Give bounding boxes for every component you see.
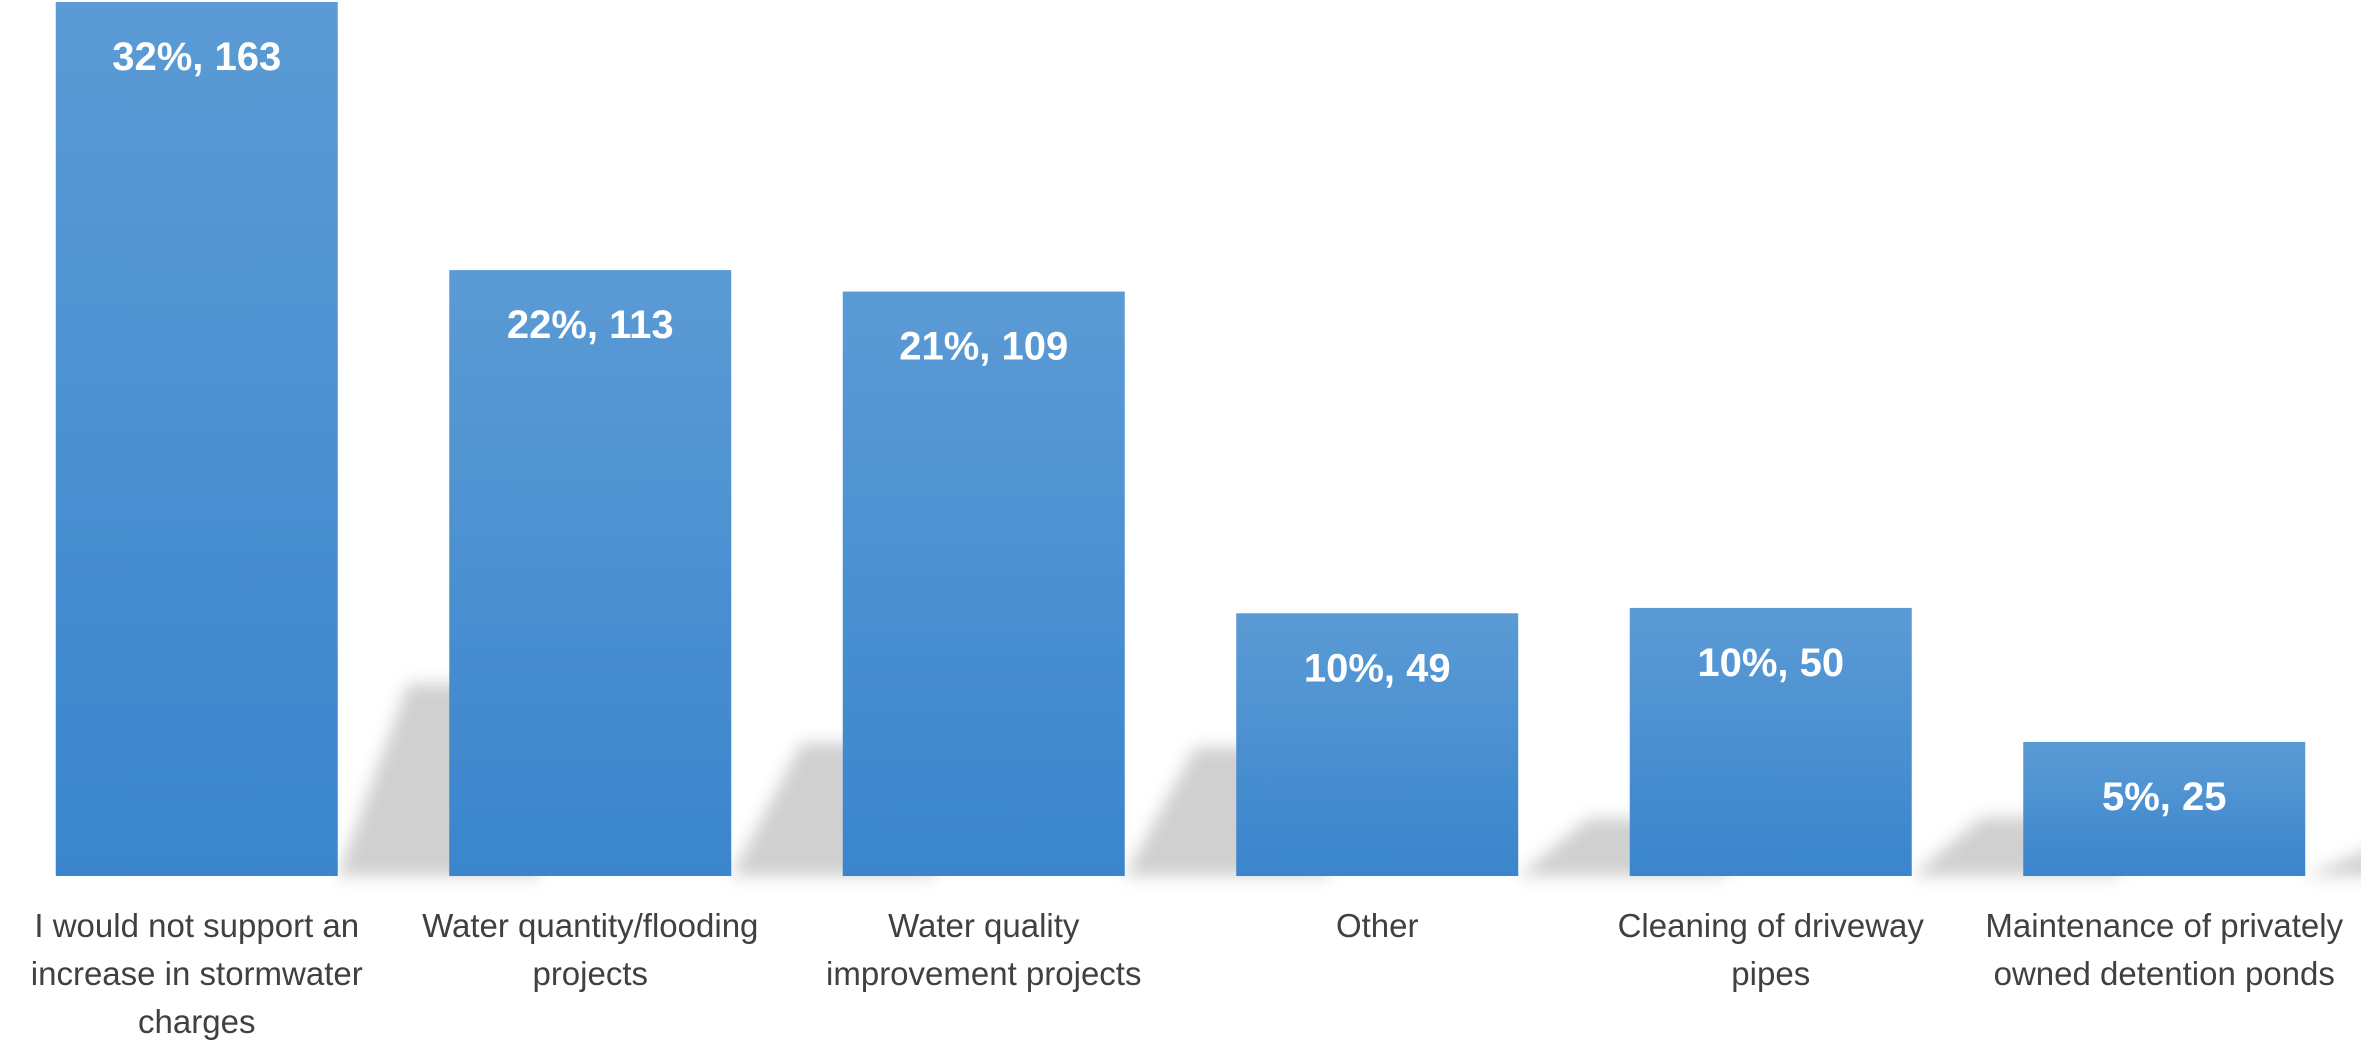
bar: [2023, 741, 2306, 876]
category-labels: I would not support an increase in stormw…: [31, 907, 2344, 1040]
category-label: I would not support an increase in stormw…: [31, 907, 363, 1040]
bar: [842, 291, 1125, 876]
category-label: Water quantity/flooding projects: [422, 907, 758, 992]
data-label: 10%, 50: [1697, 641, 1844, 685]
category-label: Water quality improvement projects: [826, 907, 1141, 992]
bars: [55, 2, 2306, 876]
data-label: 21%, 109: [899, 325, 1068, 369]
bar-shadow: [2305, 852, 2361, 876]
data-label: 5%, 25: [2102, 775, 2227, 819]
data-label: 22%, 113: [507, 303, 674, 347]
bar: [55, 2, 338, 876]
data-labels: 32%, 163 22%, 113 21%, 109 10%, 49 10%, 50 5%…: [112, 35, 2226, 819]
bar: [449, 270, 732, 876]
bar: [1629, 607, 1912, 876]
bar: [1236, 613, 1519, 876]
category-label: Maintenance of privately owned detention …: [1985, 907, 2343, 992]
data-label: 10%, 49: [1304, 646, 1451, 690]
data-label: 32%, 163: [112, 35, 281, 79]
category-label: Cleaning of driveway pipes: [1618, 907, 1925, 992]
category-label: Other: [1336, 907, 1419, 944]
